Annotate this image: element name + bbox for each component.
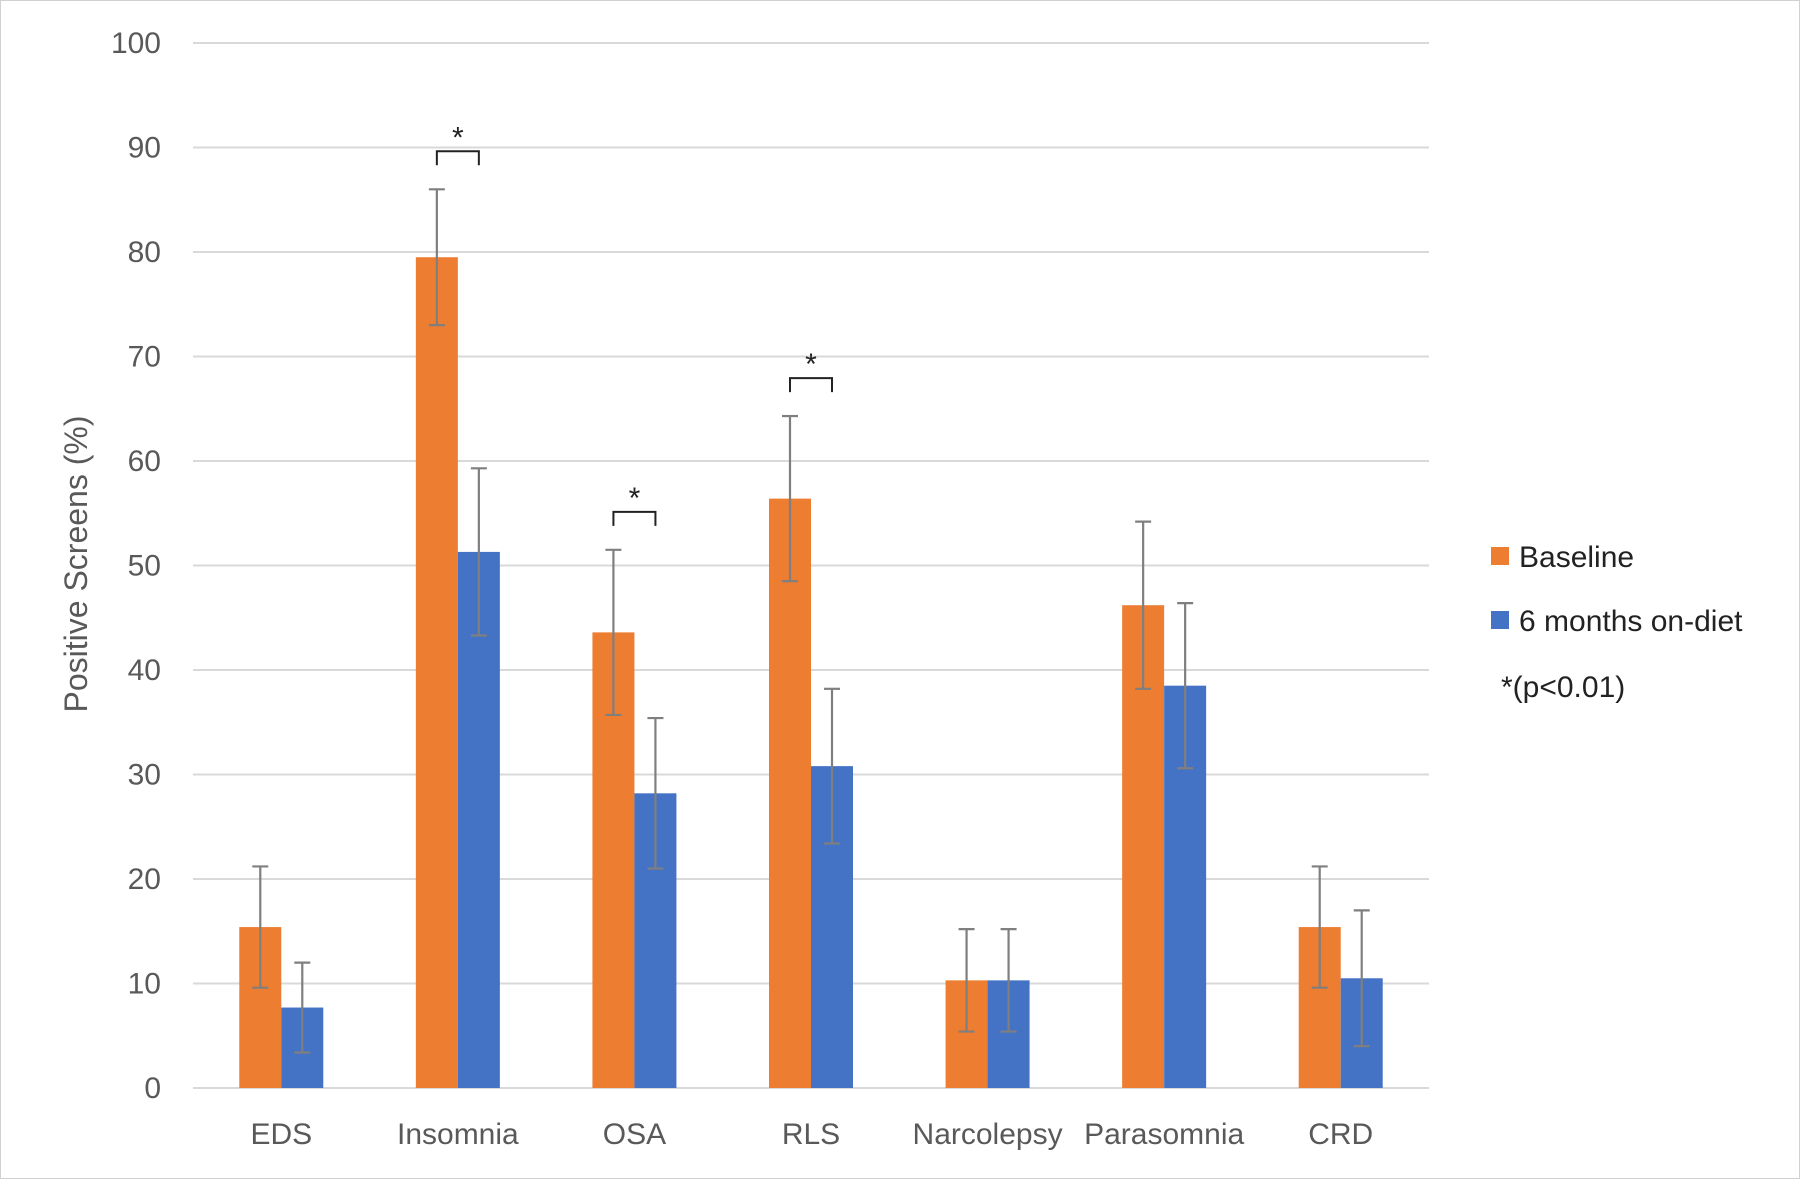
x-tick-label: Narcolepsy [913, 1118, 1063, 1151]
y-tick-label: 0 [144, 1072, 161, 1105]
legend-swatch [1491, 611, 1509, 629]
x-axis-categories: EDS Insomnia OSA RLS Narcolepsy Parasomnia CRD [250, 1118, 1373, 1151]
y-tick-label: 80 [128, 236, 161, 269]
significance-markers: * * * [435, 121, 833, 526]
x-tick-label: RLS [782, 1118, 840, 1151]
x-tick-label: EDS [250, 1118, 312, 1151]
x-tick-label: Insomnia [397, 1118, 519, 1151]
bar-insomnia-series-0 [415, 257, 458, 1089]
error-bar-insomnia-series-1 [470, 467, 487, 637]
legend-swatch [1491, 547, 1509, 565]
x-tick-label: Parasomnia [1084, 1118, 1244, 1151]
error-bar-osa-series-1 [647, 716, 664, 870]
significance-star: * [629, 482, 641, 515]
legend-item-series-0: Baseline [1491, 541, 1634, 574]
y-tick-label: 30 [128, 759, 161, 792]
legend-label: 6 months on-diet [1519, 605, 1743, 638]
bars [239, 257, 1383, 1089]
significance-note: *(p<0.01) [1501, 671, 1625, 704]
y-axis-ticks: 0 10 20 30 40 50 60 70 80 90 100 [111, 27, 161, 1105]
error-bars [252, 188, 1370, 1054]
error-bar-narcolepsy-series-1 [1000, 928, 1017, 1033]
y-tick-label: 10 [128, 968, 161, 1001]
significance-star: * [452, 121, 464, 154]
y-tick-label: 90 [128, 132, 161, 165]
error-bar-eds-series-0 [252, 865, 269, 989]
x-tick-label: OSA [603, 1118, 666, 1151]
significance-bracket: * [435, 121, 480, 166]
y-tick-label: 60 [128, 445, 161, 478]
legend: Baseline 6 months on-diet *(p<0.01) [1491, 541, 1743, 704]
significance-bracket: * [789, 348, 833, 393]
error-bar-eds-series-1 [294, 961, 311, 1054]
legend-label: Baseline [1519, 541, 1634, 574]
y-tick-label: 70 [128, 341, 161, 374]
error-bar-insomnia-series-0 [428, 188, 445, 327]
x-tick-label: CRD [1308, 1118, 1373, 1151]
significance-bracket: * [612, 482, 657, 526]
bar-insomnia-series-1 [457, 551, 500, 1088]
significance-star: * [805, 348, 817, 381]
y-tick-label: 100 [111, 27, 161, 60]
y-tick-label: 40 [128, 654, 161, 687]
error-bar-rls-series-1 [824, 687, 840, 845]
legend-item-series-1: 6 months on-diet [1491, 605, 1743, 638]
error-bar-crd-series-1 [1353, 909, 1370, 1048]
error-bar-osa-series-0 [605, 548, 622, 717]
error-bar-crd-series-0 [1311, 865, 1328, 989]
error-bar-parasomnia-series-0 [1135, 520, 1152, 690]
y-tick-label: 20 [128, 863, 161, 896]
y-tick-label: 50 [128, 550, 161, 583]
error-bar-parasomnia-series-1 [1177, 602, 1194, 770]
y-axis-label: Positive Screens (%) [58, 416, 94, 713]
error-bar-narcolepsy-series-0 [958, 928, 975, 1033]
error-bar-rls-series-0 [782, 414, 798, 583]
bar-rls-series-0 [769, 498, 811, 1088]
